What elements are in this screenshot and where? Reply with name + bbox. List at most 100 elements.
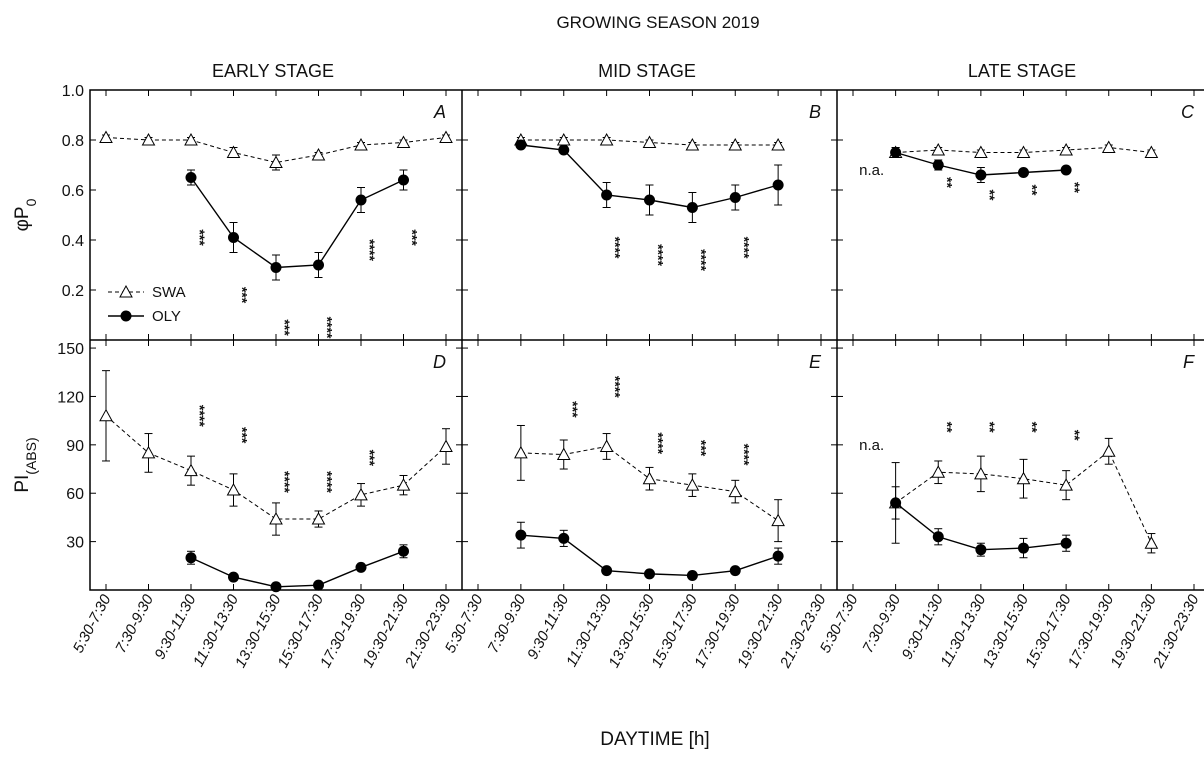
swa-point [556, 447, 571, 461]
swa-point [974, 145, 988, 158]
significance-label: *** [192, 229, 208, 246]
oly-point [772, 550, 784, 562]
swa-point [1101, 444, 1116, 457]
significance-label: *** [565, 401, 581, 418]
oly-point [932, 159, 944, 171]
swa-point [269, 511, 283, 525]
legend-oly-marker [120, 310, 132, 322]
column-title-early: EARLY STAGE [212, 61, 334, 81]
swa-point [728, 484, 743, 498]
significance-label: **** [651, 432, 667, 454]
series-line-oly [190, 177, 404, 269]
panel-d: D*********** ******* [99, 352, 453, 593]
swa-point [439, 130, 453, 143]
significance-label: ** [982, 190, 998, 201]
significance-label: **** [608, 376, 624, 398]
oly-point [686, 569, 698, 581]
swa-point [1059, 478, 1073, 491]
oly-point [515, 529, 527, 541]
legend-swa-marker [119, 284, 133, 298]
oly-point [558, 532, 570, 544]
swa-point [599, 132, 614, 146]
significance-label: ** [982, 422, 998, 433]
y-tick-label: 0.4 [62, 233, 84, 250]
panel-c: Cn.a. ** ** ** ** [859, 102, 1195, 201]
significance-label: **** [736, 237, 752, 259]
column-title-late: LATE STAGE [968, 61, 1076, 81]
significance-label: **** [320, 317, 336, 339]
oly-point [1060, 537, 1072, 549]
oly-point [515, 139, 527, 151]
oly-point [185, 172, 197, 183]
oly-point [729, 192, 741, 203]
oly-point [313, 259, 324, 271]
oly-point [601, 565, 613, 577]
column-title-mid: MID STAGE [598, 61, 696, 81]
swa-point [269, 155, 283, 168]
swa-point [99, 408, 113, 422]
x-tick-label: 5:30-7:30 [70, 591, 115, 656]
oly-point [932, 531, 944, 543]
oly-point [890, 147, 902, 158]
oly-point [1060, 164, 1072, 176]
panel-f: Fn.a. ** ** ** ** [859, 352, 1195, 559]
swa-point [184, 463, 198, 477]
swa-point [141, 445, 156, 459]
significance-label: *** [693, 440, 709, 457]
y-tick-label: 0.8 [62, 133, 84, 150]
swa-point [226, 482, 241, 496]
oly-point [644, 568, 655, 580]
oly-point [975, 169, 987, 181]
x-tick-label: 9:30-11:30 [151, 591, 199, 662]
swa-point [311, 511, 326, 525]
oly-point [270, 262, 282, 273]
swa-point [354, 487, 368, 501]
oly-point [1018, 167, 1029, 178]
legend-oly-label: OLY [152, 308, 181, 325]
swa-point [771, 513, 785, 527]
significance-label: *** [405, 229, 421, 246]
y-tick-label: 90 [66, 438, 84, 455]
oly-point [313, 579, 324, 591]
y-axis-title: PI(ABS) [12, 437, 39, 492]
panel-letter: C [1181, 102, 1195, 122]
swa-point [354, 137, 368, 151]
panel-letter: B [809, 102, 821, 122]
legend: SWA OLY [108, 284, 186, 325]
significance-label: **** [362, 239, 378, 261]
x-axis-title: DAYTIME [h] [600, 729, 709, 750]
swa-point [439, 439, 453, 452]
swa-point [99, 130, 113, 143]
significance-label: **** [693, 249, 709, 271]
panel-b: B **** **** **** **** [514, 102, 821, 271]
swa-point [184, 132, 198, 146]
na-label: n.a. [859, 437, 884, 454]
swa-point [685, 137, 700, 151]
significance-label: **** [651, 244, 667, 266]
significance-label: *** [277, 319, 293, 336]
y-axis-title: φP0 [12, 198, 39, 231]
swa-point [931, 142, 946, 156]
figure-title: GROWING SEASON 2019 [556, 13, 759, 32]
oly-point [772, 179, 784, 191]
series-line-oly [190, 550, 404, 588]
y-tick-label: 0.6 [62, 183, 84, 200]
swa-point [1016, 471, 1031, 485]
significance-label: **** [320, 471, 336, 493]
oly-point [558, 144, 570, 156]
y-tick-label: 120 [57, 389, 84, 406]
oly-point [601, 189, 613, 201]
x-tick-label: 9:30-11:30 [899, 591, 947, 662]
panel-a: A********* *********** [99, 102, 453, 339]
x-tick-label: 7:30-9:30 [112, 591, 157, 656]
oly-point [270, 581, 282, 593]
significance-label: **** [277, 471, 293, 493]
series-line-swa [105, 137, 447, 164]
na-label: n.a. [859, 162, 884, 179]
swa-point [1059, 142, 1073, 156]
x-tick-label: 7:30-9:30 [485, 591, 530, 656]
significance-label: **** [192, 405, 208, 427]
significance-label: **** [608, 237, 624, 259]
swa-point [1016, 145, 1031, 158]
significance-label: **** [736, 444, 752, 466]
